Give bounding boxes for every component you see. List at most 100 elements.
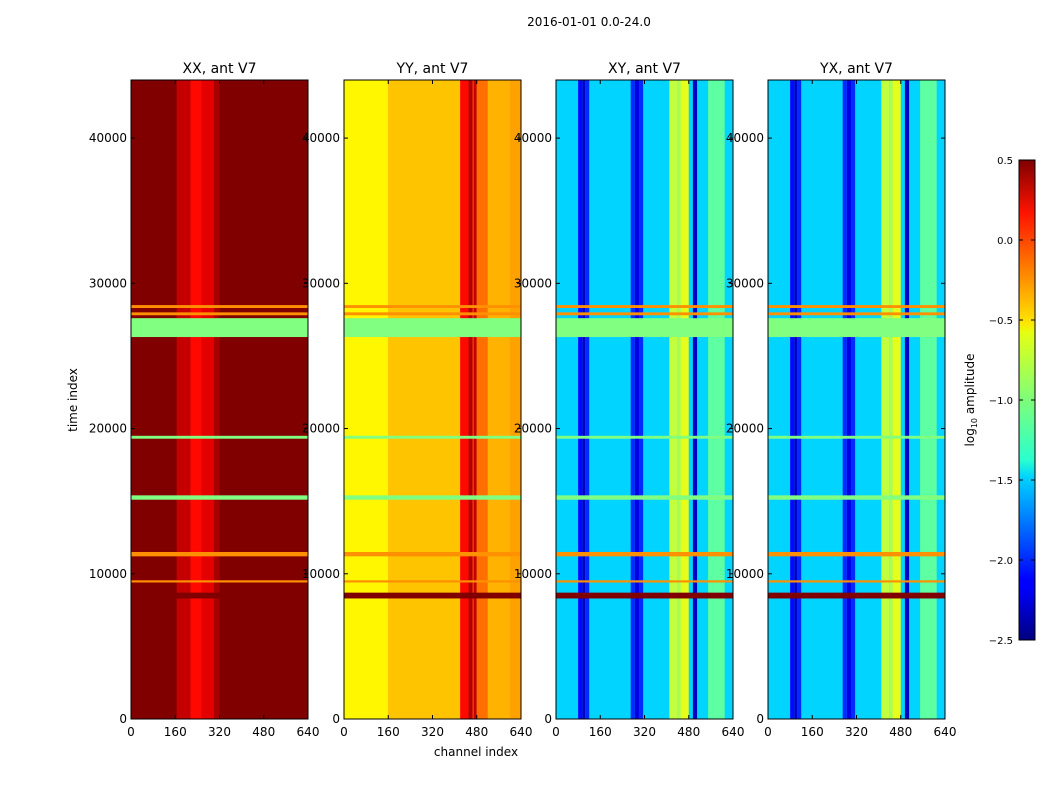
channel-feature <box>472 80 474 719</box>
channel-feature <box>794 80 798 719</box>
colorbar-ticks: 0.5 0.0 −0.5 −1.0 −1.5 −2.0 −2.5 <box>989 156 1035 647</box>
flagged-row <box>344 580 521 583</box>
panel-title: YX, ant V7 <box>819 61 893 77</box>
channel-feature <box>680 80 689 719</box>
x-tick-label: 640 <box>510 725 533 739</box>
x-tick-label: 320 <box>845 725 868 739</box>
channel-feature <box>582 80 586 719</box>
panel-3: XY, ant V7 0 160 320 480 640 0 10000 20000 30000 4… <box>514 61 745 739</box>
flagged-row <box>131 435 308 439</box>
y-tick-label: 30000 <box>514 276 552 290</box>
flagged-row <box>768 551 945 557</box>
flagged-row <box>556 592 733 599</box>
colorbar-label-prefix: log <box>963 428 977 446</box>
x-tick-label: 480 <box>889 725 912 739</box>
y-tick-label: 30000 <box>89 276 127 290</box>
panel-title: XY, ant V7 <box>608 61 681 77</box>
channel-feature <box>176 80 191 719</box>
flagged-row <box>768 318 945 338</box>
x-tick-label: 640 <box>722 725 745 739</box>
channel-feature <box>692 80 698 719</box>
channel-feature <box>388 80 461 719</box>
y-tick-label: 40000 <box>89 131 127 145</box>
colorbar-tick-label: 0.5 <box>997 156 1013 167</box>
flagged-row <box>344 318 521 338</box>
flagged-row <box>131 318 308 338</box>
channel-feature <box>677 80 681 719</box>
flagged-row <box>556 435 733 439</box>
colorbar-label-subscript: 10 <box>970 418 979 428</box>
channel-feature <box>201 80 214 719</box>
y-tick-label: 10000 <box>89 567 127 581</box>
y-tick-label: 0 <box>756 712 764 726</box>
flagged-row <box>768 305 945 309</box>
panel-title: XX, ant V7 <box>183 61 257 77</box>
channel-feature <box>213 80 220 719</box>
y-tick-label: 10000 <box>302 567 340 581</box>
x-tick-label: 640 <box>934 725 957 739</box>
flagged-row <box>131 495 308 500</box>
colorbar-tick-label: −1.5 <box>989 476 1013 487</box>
x-tick-label: 0 <box>764 725 772 739</box>
y-tick-label: 0 <box>119 712 127 726</box>
y-tick-label: 20000 <box>89 422 127 436</box>
x-tick-label: 640 <box>297 725 320 739</box>
flagged-row <box>344 551 521 557</box>
colorbar-tick-label: −2.5 <box>989 636 1013 647</box>
channel-feature <box>578 80 583 719</box>
channel-feature <box>473 80 477 719</box>
y-tick-label: 30000 <box>302 276 340 290</box>
flagged-row <box>344 435 521 439</box>
channel-feature <box>920 80 937 719</box>
y-tick-label: 10000 <box>726 567 764 581</box>
y-tick-label: 40000 <box>302 131 340 145</box>
figure-suptitle: 2016-01-01 0.0-24.0 <box>527 15 651 29</box>
channel-feature <box>708 80 725 719</box>
channel-feature <box>190 80 202 719</box>
y-axis-label: time index <box>66 368 80 432</box>
colorbar-tick-label: 0.0 <box>997 236 1013 247</box>
flagged-row <box>556 495 733 500</box>
flagged-row <box>768 435 945 439</box>
flagged-row <box>768 495 945 500</box>
x-tick-label: 160 <box>164 725 187 739</box>
x-tick-label: 160 <box>377 725 400 739</box>
channel-feature <box>476 80 488 719</box>
channel-feature <box>638 80 644 719</box>
flagged-row <box>131 580 308 583</box>
x-tick-label: 320 <box>421 725 444 739</box>
x-tick-label: 320 <box>633 725 656 739</box>
flagged-row <box>131 305 308 309</box>
flagged-row <box>344 312 521 316</box>
y-tick-label: 40000 <box>726 131 764 145</box>
channel-feature <box>881 80 890 719</box>
y-tick-label: 0 <box>332 712 340 726</box>
panel-4: YX, ant V7 0 160 320 480 640 0 10000 20000 30000 4… <box>726 61 957 739</box>
y-tick-label: 10000 <box>514 567 552 581</box>
channel-feature <box>630 80 635 719</box>
y-tick-label: 40000 <box>514 131 552 145</box>
channel-feature <box>487 80 510 719</box>
flagged-row <box>556 318 733 338</box>
flagged-row <box>556 551 733 557</box>
panel-1: XX, ant V7 0 160 320 480 640 0 10000 20000 30000 4… <box>89 61 320 739</box>
y-tick-label: 20000 <box>726 422 764 436</box>
flagged-row <box>556 305 733 309</box>
flagged-row <box>344 305 521 309</box>
flagged-row <box>131 312 308 316</box>
x-tick-label: 480 <box>465 725 488 739</box>
panels-group: XX, ant V7 0 160 320 480 640 0 10000 20000 30000 4… <box>89 61 957 739</box>
channel-feature <box>842 80 847 719</box>
x-tick-label: 160 <box>589 725 612 739</box>
heatmap-2 <box>344 80 521 719</box>
y-tick-label: 0 <box>544 712 552 726</box>
channel-feature <box>846 80 851 719</box>
x-tick-label: 0 <box>552 725 560 739</box>
y-tick-label: 30000 <box>726 276 764 290</box>
panel-title: YY, ant V7 <box>396 61 469 77</box>
channel-feature <box>797 80 802 719</box>
channel-feature <box>889 80 893 719</box>
flagged-row <box>768 592 945 599</box>
